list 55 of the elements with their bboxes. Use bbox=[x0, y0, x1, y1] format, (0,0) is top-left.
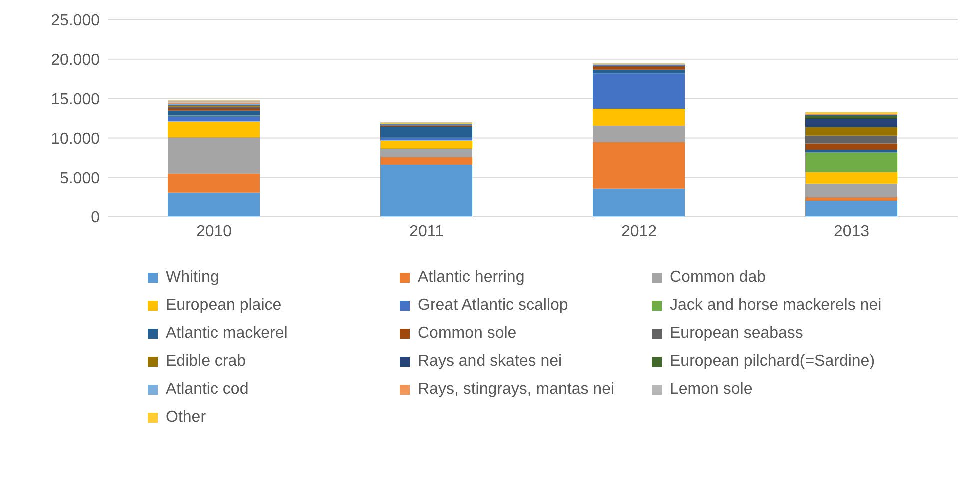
y-tick-label: 0 bbox=[91, 210, 100, 227]
legend-label: Atlantic mackerel bbox=[166, 325, 288, 343]
bar bbox=[806, 197, 898, 200]
bar bbox=[380, 137, 472, 141]
y-tick-label: 20.000 bbox=[51, 52, 100, 70]
bar bbox=[380, 126, 472, 138]
bar bbox=[593, 109, 685, 126]
legend-label: Whiting bbox=[166, 269, 220, 287]
bar bbox=[593, 66, 685, 70]
bar bbox=[593, 126, 685, 142]
legend-label: European pilchard(=Sardine) bbox=[670, 353, 876, 371]
bar bbox=[168, 116, 260, 122]
bar bbox=[380, 164, 472, 217]
legend-label: Atlantic cod bbox=[166, 381, 249, 399]
legend-label: Common dab bbox=[670, 269, 766, 287]
legend-label: Rays and skates nei bbox=[418, 353, 562, 371]
legend-label: Other bbox=[166, 409, 206, 427]
bar bbox=[380, 157, 472, 165]
legend-label: Rays, stingrays, mantas nei bbox=[418, 381, 615, 399]
bar bbox=[806, 184, 898, 198]
legend-label: Edible crab bbox=[166, 353, 246, 371]
bar bbox=[168, 137, 260, 174]
bar bbox=[806, 152, 898, 172]
legend-label: Great Atlantic scallop bbox=[418, 297, 568, 315]
x-tick-label: 2011 bbox=[410, 223, 444, 240]
y-tick-label: 15.000 bbox=[51, 91, 100, 108]
bar bbox=[593, 142, 685, 189]
bar bbox=[806, 136, 898, 144]
bar bbox=[806, 200, 898, 217]
bar bbox=[806, 115, 898, 118]
bar bbox=[593, 188, 685, 217]
bar bbox=[380, 140, 472, 148]
y-tick-label: 25.000 bbox=[51, 12, 100, 30]
legend-label: Jack and horse mackerels nei bbox=[670, 297, 882, 315]
y-tick-label: 5.000 bbox=[60, 170, 100, 188]
bar bbox=[806, 127, 898, 136]
bar bbox=[380, 148, 472, 158]
x-tick-label: 2013 bbox=[834, 223, 870, 240]
bar bbox=[806, 172, 898, 184]
legend-label: European seabass bbox=[670, 325, 804, 343]
bar bbox=[806, 144, 898, 150]
legend-label: Lemon sole bbox=[670, 381, 753, 399]
bar bbox=[593, 74, 685, 110]
bar bbox=[806, 118, 898, 128]
legend-label: Atlantic herring bbox=[418, 269, 525, 287]
legend-label: Common sole bbox=[418, 325, 517, 343]
bar bbox=[168, 192, 260, 217]
bar bbox=[168, 174, 260, 193]
y-tick-label: 10.000 bbox=[51, 130, 100, 148]
bar bbox=[593, 70, 685, 74]
bar bbox=[168, 122, 260, 138]
bar bbox=[168, 110, 260, 116]
legend-label: European plaice bbox=[166, 297, 282, 315]
x-tick-label: 2010 bbox=[196, 223, 232, 240]
x-tick-label: 2012 bbox=[621, 223, 658, 240]
